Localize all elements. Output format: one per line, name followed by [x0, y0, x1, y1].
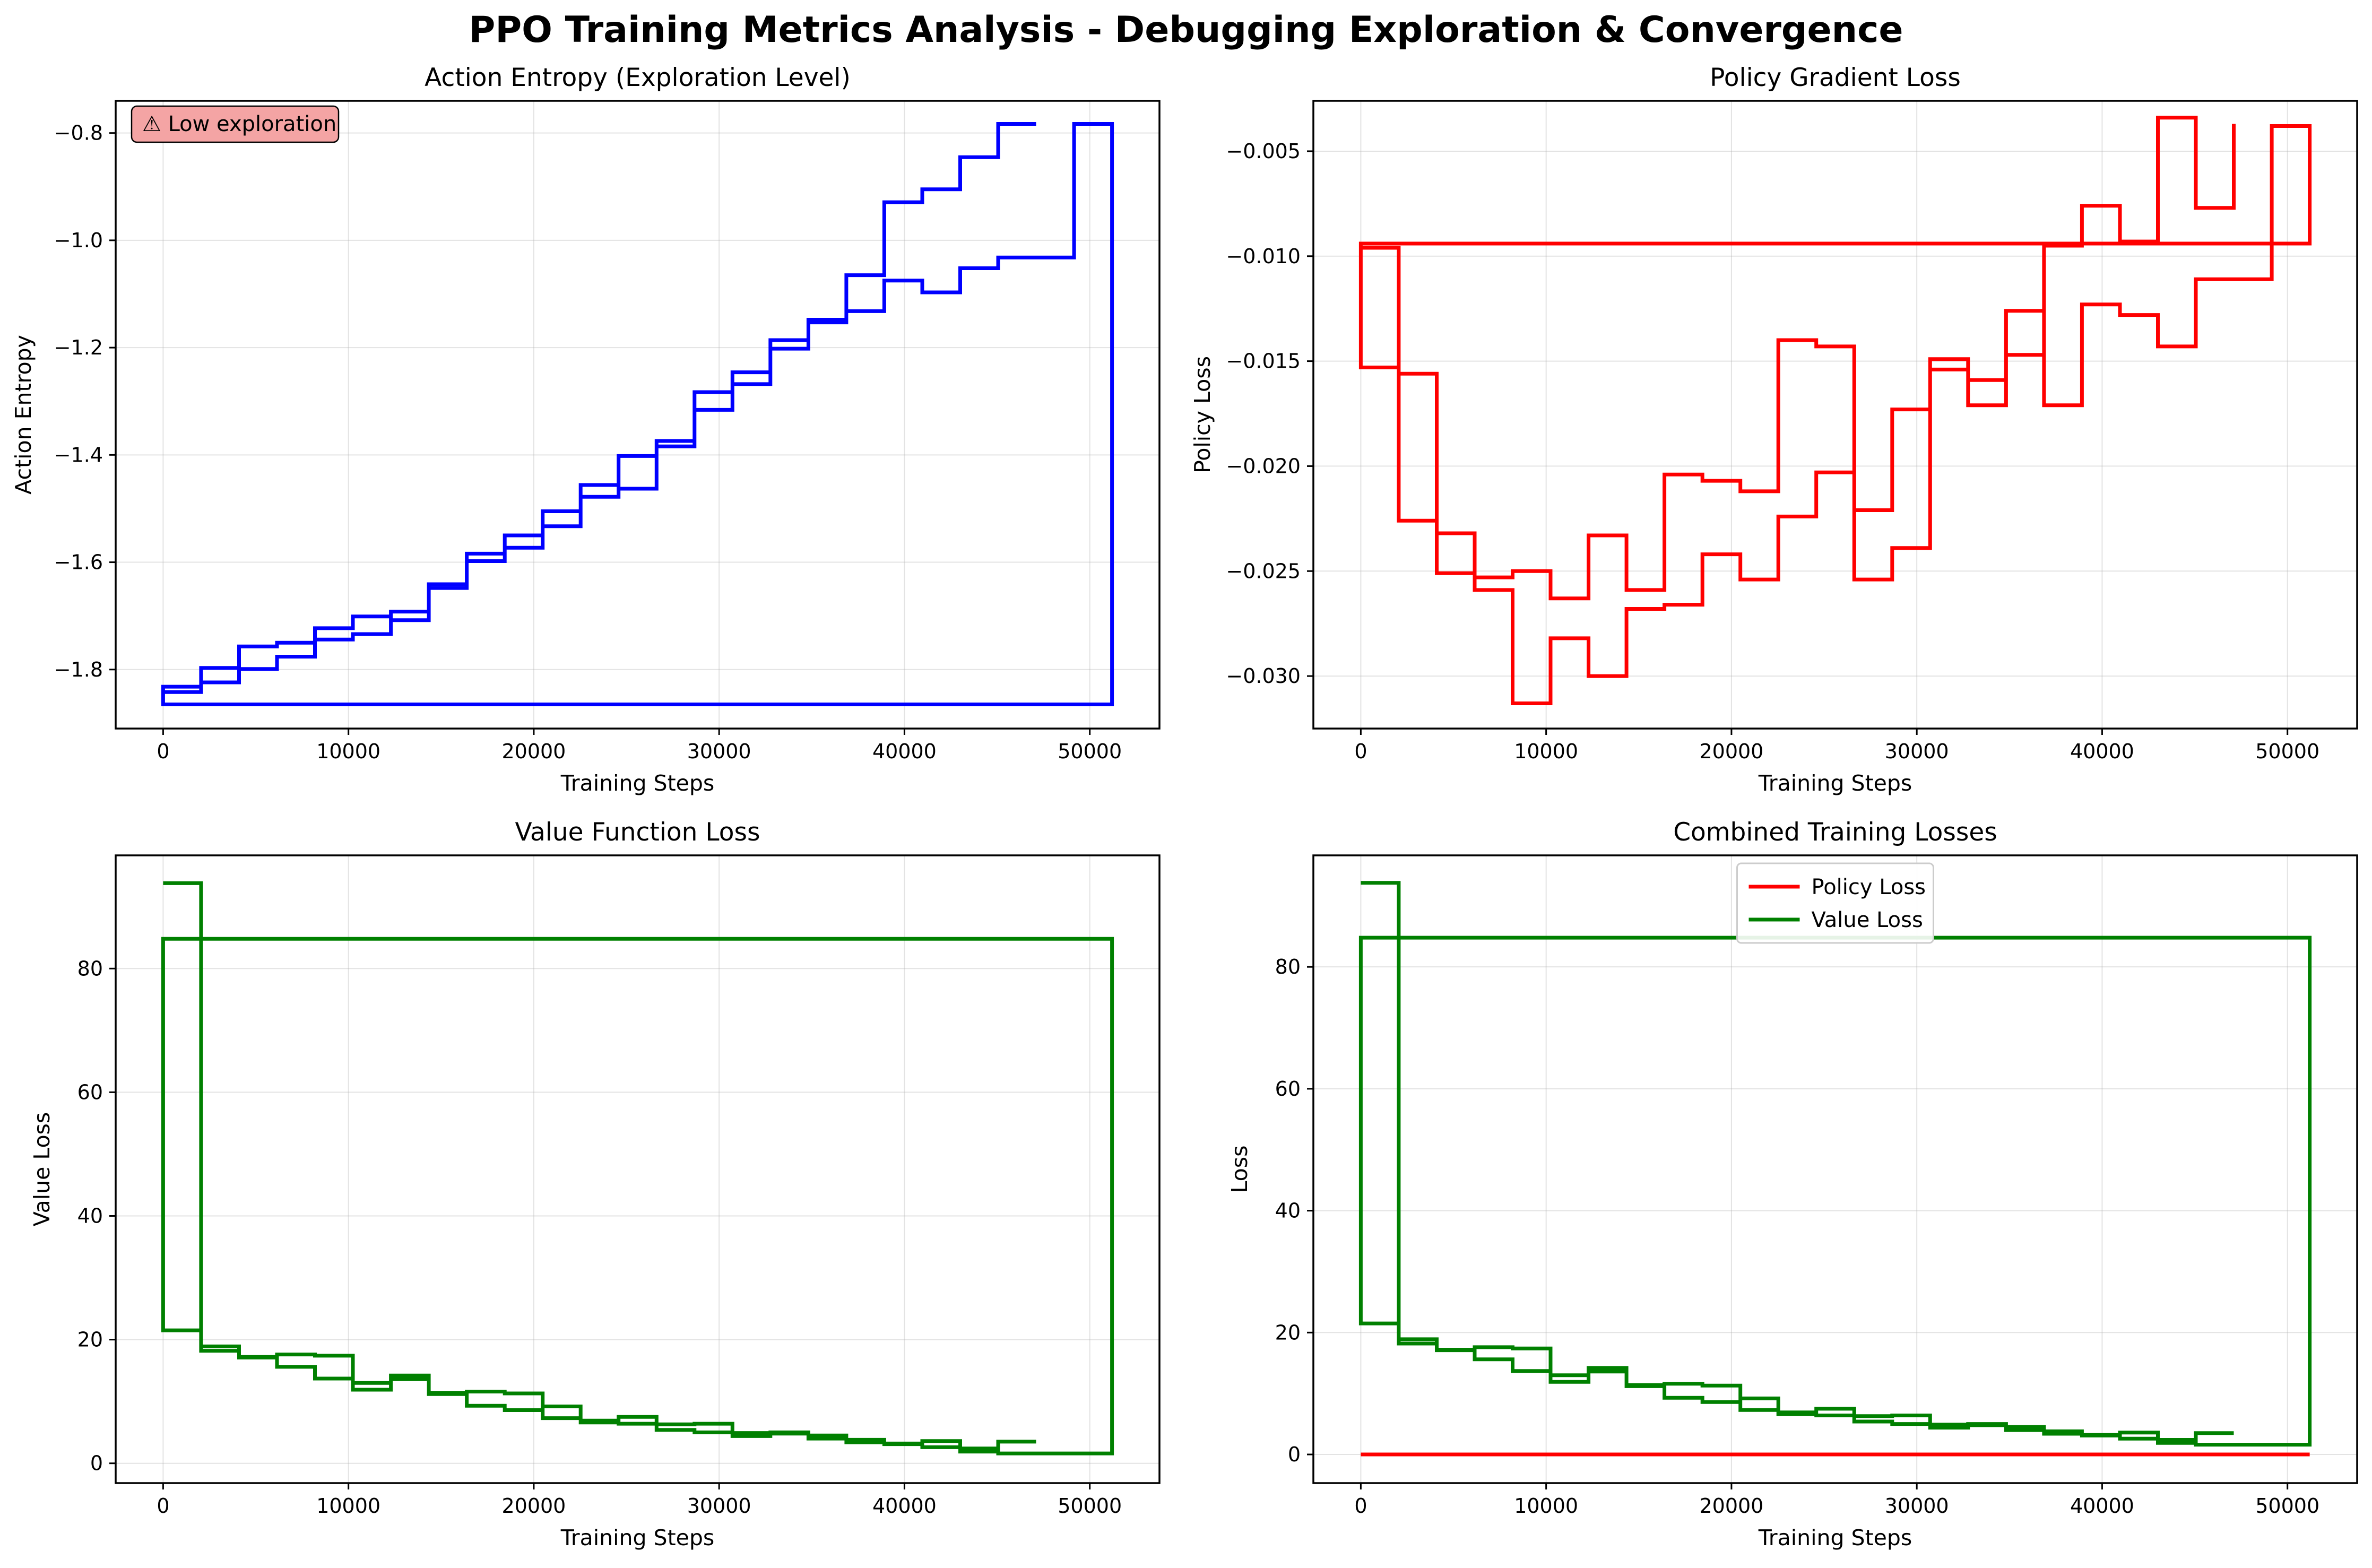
y-axis-label: Loss — [1227, 1146, 1252, 1193]
y-tick-label: −1.4 — [54, 443, 103, 466]
x-tick-label: 0 — [157, 1494, 169, 1518]
subplot-title: Policy Gradient Loss — [1710, 63, 1961, 92]
subplot-title: Combined Training Losses — [1673, 818, 1997, 847]
series-line-entropy-0 — [161, 122, 1114, 706]
y-tick-label: −0.010 — [1226, 245, 1301, 268]
y-tick-label: 0 — [1288, 1443, 1301, 1466]
y-axis-label: Value Loss — [29, 1112, 55, 1227]
x-tick-label: 20000 — [501, 1494, 566, 1518]
axes-frame — [1312, 100, 2358, 730]
x-tick-label: 0 — [1354, 1494, 1367, 1518]
y-tick-label: −1.8 — [54, 658, 103, 681]
y-tick-label: 60 — [77, 1080, 103, 1104]
y-tick-label: −0.005 — [1226, 140, 1301, 163]
x-axis-label: Training Steps — [1758, 770, 1912, 796]
legend-label: Policy Loss — [1812, 875, 1926, 899]
x-tick-label: 20000 — [501, 740, 566, 763]
x-tick-label: 40000 — [872, 1494, 937, 1518]
y-axis-label: Policy Loss — [1190, 356, 1215, 473]
x-tick-label: 20000 — [1699, 740, 1763, 763]
x-axis-label: Training Steps — [560, 770, 715, 796]
warning-annotation-text: ⚠ Low exploration — [142, 112, 336, 136]
x-tick-label: 40000 — [2070, 1494, 2134, 1518]
legend-label: Value Loss — [1812, 908, 1923, 932]
x-tick-label: 10000 — [1514, 740, 1578, 763]
x-tick-label: 30000 — [1885, 1494, 1949, 1518]
y-tick-label: −0.025 — [1226, 559, 1301, 583]
y-tick-label: −0.020 — [1226, 454, 1301, 478]
x-tick-label: 50000 — [2255, 740, 2319, 763]
x-tick-label: 30000 — [687, 1494, 751, 1518]
y-tick-label: −0.015 — [1226, 350, 1301, 373]
axes-frame — [115, 854, 1161, 1484]
subplot-value: 0 10000 20000 30000 40000 50000 0 20 40 60 80 Value… — [29, 818, 1161, 1550]
y-tick-label: 20 — [77, 1328, 103, 1352]
y-tick-label: −1.0 — [54, 229, 103, 252]
legend-frame — [1736, 862, 1934, 944]
x-tick-label: 10000 — [316, 740, 380, 763]
figure-title: PPO Training Metrics Analysis - Debuggin… — [469, 9, 1903, 51]
x-tick-label: 10000 — [316, 1494, 380, 1518]
x-tick-label: 30000 — [1885, 740, 1949, 763]
axes-frame — [115, 100, 1161, 730]
x-tick-label: 10000 — [1514, 1494, 1578, 1518]
subplot-title: Action Entropy (Exploration Level) — [425, 63, 851, 92]
y-tick-label: −1.6 — [54, 551, 103, 574]
y-tick-label: 40 — [77, 1204, 103, 1227]
x-tick-label: 40000 — [872, 740, 937, 763]
x-tick-label: 30000 — [687, 740, 751, 763]
x-tick-label: 40000 — [2070, 740, 2134, 763]
y-axis-label: Action Entropy — [11, 335, 36, 495]
subplot-entropy: 0 10000 20000 30000 40000 50000 −1.8 −1.6 −1.4 −1… — [11, 63, 1161, 796]
x-tick-label: 0 — [1354, 740, 1367, 763]
x-tick-label: 50000 — [1058, 740, 1122, 763]
subplot-title: Value Function Loss — [515, 818, 760, 847]
axes-frame — [1312, 854, 2358, 1484]
legend: Policy Loss Value Loss — [1736, 862, 1934, 944]
y-tick-label: 60 — [1275, 1077, 1301, 1101]
subplot-combined: 0 10000 20000 30000 40000 50000 0 20 40 60 80 Combi… — [1227, 818, 2358, 1550]
y-tick-label: −0.8 — [54, 122, 103, 145]
x-tick-label: 0 — [157, 740, 169, 763]
y-tick-label: 40 — [1275, 1199, 1301, 1223]
series-line-value-0 — [161, 881, 1114, 1456]
x-axis-label: Training Steps — [560, 1525, 715, 1550]
x-tick-label: 50000 — [1058, 1494, 1122, 1518]
y-tick-label: 80 — [1275, 955, 1301, 978]
y-tick-label: 80 — [77, 957, 103, 980]
y-tick-label: 20 — [1275, 1321, 1301, 1344]
y-tick-label: −1.2 — [54, 336, 103, 359]
x-axis-label: Training Steps — [1758, 1525, 1912, 1550]
subplot-policy: 0 10000 20000 30000 40000 50000 −0.030 −0.025 −0… — [1190, 63, 2358, 796]
y-tick-label: 0 — [90, 1452, 103, 1475]
x-tick-label: 50000 — [2255, 1494, 2319, 1518]
warning-annotation-box — [131, 105, 340, 143]
y-tick-label: −0.030 — [1226, 664, 1301, 688]
series-line-value-loss — [1358, 881, 2312, 1447]
series-line-policy-0 — [1358, 116, 2312, 705]
x-tick-label: 20000 — [1699, 1494, 1763, 1518]
